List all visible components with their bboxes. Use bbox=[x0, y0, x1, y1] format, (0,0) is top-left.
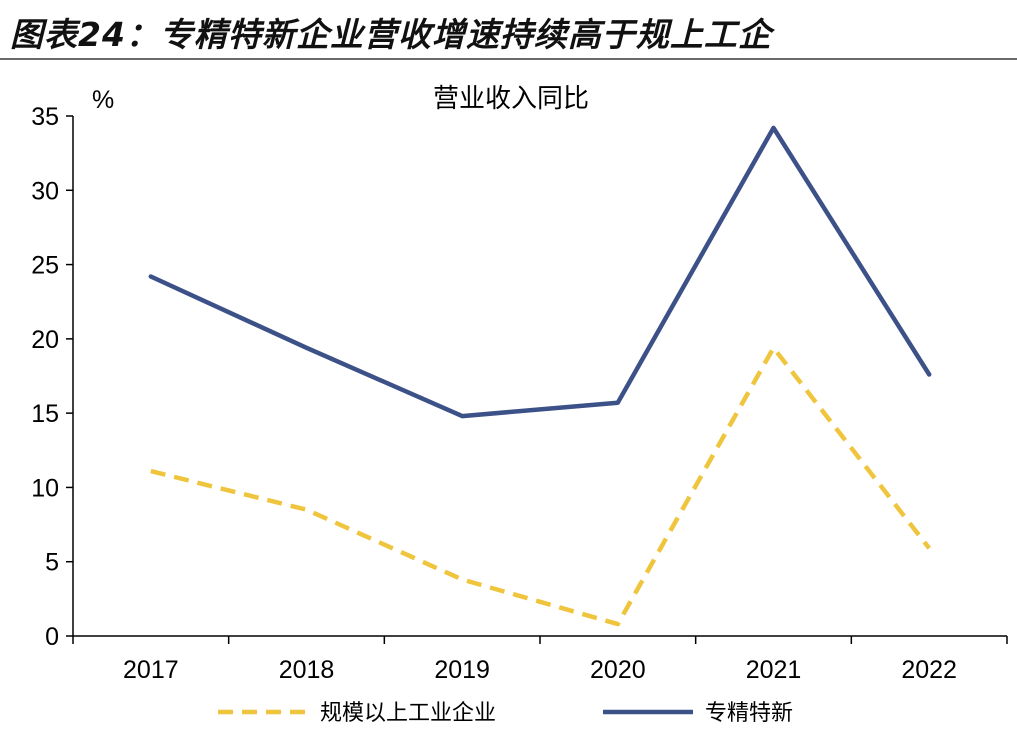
y-tick-label: 30 bbox=[31, 177, 59, 205]
y-tick-label: 25 bbox=[31, 252, 59, 280]
y-tick-label: 0 bbox=[45, 623, 59, 651]
x-tick-label: 2017 bbox=[123, 656, 179, 684]
series-line-specialized bbox=[148, 125, 932, 419]
chart-title: 营业收入同比 bbox=[433, 84, 589, 114]
legend-label: 规模以上工业企业 bbox=[320, 701, 496, 726]
chart-legend: 规模以上工业企业 专精特新 bbox=[218, 701, 793, 726]
x-tick-label: 2019 bbox=[434, 656, 490, 684]
y-axis-unit-label: % bbox=[92, 86, 114, 114]
y-tick-label: 20 bbox=[31, 326, 59, 354]
y-tick-label: 35 bbox=[31, 103, 59, 131]
y-tick-label: 10 bbox=[31, 474, 59, 502]
x-tick-label: 2018 bbox=[279, 656, 335, 684]
x-tick-label: 2020 bbox=[590, 656, 646, 684]
y-tick-label: 5 bbox=[45, 549, 59, 577]
x-tick-label: 2021 bbox=[746, 656, 802, 684]
figure-caption: 图表24：专精特新企业营收增速持续高于规上工企 bbox=[10, 15, 772, 54]
chart-axes: 0 5 10 15 20 25 30 35 2017 2018 2019 2020 2021 2022 bbox=[31, 103, 1008, 684]
legend-label: 专精特新 bbox=[705, 701, 793, 726]
series-line-industrial bbox=[150, 345, 931, 627]
caption-divider bbox=[0, 58, 1017, 60]
x-tick-label: 2022 bbox=[901, 656, 957, 684]
series-layer bbox=[148, 125, 932, 627]
y-tick-label: 15 bbox=[31, 400, 59, 428]
